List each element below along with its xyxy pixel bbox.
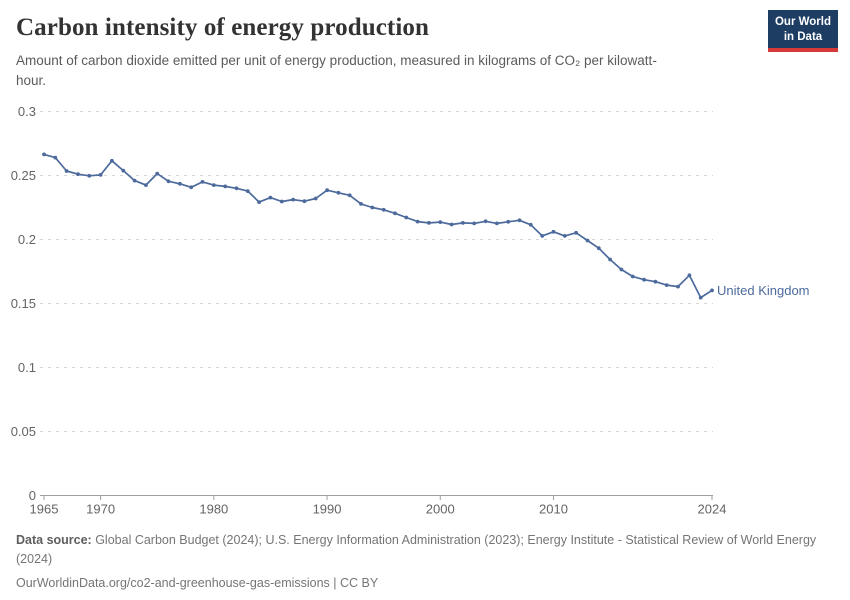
data-point-marker-2004 bbox=[483, 219, 488, 224]
data-point-marker-1992 bbox=[347, 193, 352, 198]
data-point-marker-1993 bbox=[359, 202, 363, 206]
y-axis-tick-label: 0.15 bbox=[11, 296, 36, 311]
data-point-marker-1989 bbox=[313, 196, 318, 201]
data-point-marker-1978 bbox=[189, 185, 194, 190]
data-point-marker-1994 bbox=[370, 205, 375, 210]
data-point-marker-2016 bbox=[619, 267, 624, 272]
data-point-marker-2019 bbox=[653, 279, 658, 284]
data-point-marker-1997 bbox=[404, 215, 409, 220]
data-point-marker-2017 bbox=[630, 274, 635, 279]
data-point-marker-1971 bbox=[110, 158, 114, 163]
data-point-marker-1984 bbox=[257, 200, 261, 205]
data-point-marker-1985 bbox=[268, 195, 273, 200]
y-axis-tick-label: 0.25 bbox=[11, 168, 36, 183]
data-point-marker-1983 bbox=[245, 189, 250, 194]
data-point-marker-2024 bbox=[710, 288, 714, 293]
chart-header: Carbon intensity of energy production Am… bbox=[16, 14, 756, 91]
data-point-marker-1990 bbox=[325, 188, 329, 193]
data-point-marker-1967 bbox=[64, 169, 69, 173]
data-point-marker-1981 bbox=[223, 184, 228, 189]
data-point-marker-1982 bbox=[234, 186, 239, 191]
y-axis-tick-label: 0.05 bbox=[11, 424, 36, 439]
data-point-marker-1977 bbox=[178, 181, 182, 186]
citation-link[interactable]: OurWorldinData.org/co2-and-greenhouse-ga… bbox=[16, 576, 379, 590]
y-axis-tick-label: 0.2 bbox=[18, 232, 36, 247]
data-source-text: Global Carbon Budget (2024); U.S. Energy… bbox=[16, 533, 817, 566]
data-point-marker-1972 bbox=[121, 168, 126, 173]
data-point-marker-1976 bbox=[166, 179, 171, 184]
data-point-marker-1980 bbox=[211, 183, 216, 188]
owid-logo-line2: in Data bbox=[783, 30, 823, 43]
x-axis-tick-label: 2000 bbox=[426, 502, 455, 517]
data-point-marker-1970 bbox=[98, 173, 103, 177]
series-label-united-kingdom[interactable]: United Kingdom bbox=[717, 283, 810, 298]
data-point-marker-1991 bbox=[336, 190, 341, 195]
y-axis-tick-label: 0 bbox=[29, 488, 36, 503]
data-point-marker-1987 bbox=[291, 197, 295, 202]
x-axis-tick-label: 2010 bbox=[539, 502, 568, 517]
data-point-marker-1995 bbox=[381, 207, 386, 212]
data-point-marker-2020 bbox=[664, 283, 669, 287]
data-point-marker-1966 bbox=[53, 155, 58, 160]
data-point-marker-2005 bbox=[495, 221, 499, 226]
data-point-marker-2009 bbox=[540, 234, 545, 238]
x-axis-tick-label: 1970 bbox=[86, 502, 115, 517]
data-point-marker-2011 bbox=[562, 234, 567, 238]
data-point-marker-1965 bbox=[42, 152, 46, 157]
data-point-marker-2007 bbox=[517, 218, 522, 223]
data-point-marker-2014 bbox=[596, 246, 601, 251]
x-axis-tick-label: 1990 bbox=[313, 502, 342, 517]
data-point-marker-1999 bbox=[427, 221, 431, 225]
data-point-marker-2013 bbox=[585, 238, 590, 243]
x-axis-tick-label: 2024 bbox=[698, 502, 727, 517]
x-axis-tick-label: 1980 bbox=[199, 502, 228, 517]
data-point-marker-1975 bbox=[155, 171, 160, 176]
y-axis-tick-label: 0.1 bbox=[18, 360, 36, 375]
data-point-marker-1968 bbox=[76, 172, 80, 177]
x-axis-tick-label: 1965 bbox=[30, 502, 59, 517]
owid-logo-line1: Our World bbox=[774, 16, 831, 28]
y-axis-tick-label: 0.3 bbox=[18, 104, 36, 119]
data-point-marker-1969 bbox=[87, 173, 92, 178]
data-point-marker-1986 bbox=[279, 199, 284, 204]
owid-logo[interactable]: Our World in Data bbox=[768, 10, 838, 52]
data-point-marker-1979 bbox=[200, 180, 205, 184]
data-point-marker-2012 bbox=[574, 230, 578, 235]
data-point-marker-1974 bbox=[144, 183, 148, 188]
data-point-marker-2021 bbox=[676, 284, 680, 289]
data-point-marker-2023 bbox=[698, 295, 703, 300]
data-source-line: Data source: Global Carbon Budget (2024)… bbox=[16, 531, 826, 569]
data-point-marker-2015 bbox=[608, 257, 612, 262]
data-point-marker-1998 bbox=[415, 219, 420, 224]
data-point-marker-2003 bbox=[472, 221, 477, 226]
data-point-marker-2022 bbox=[687, 273, 692, 278]
data-point-marker-1988 bbox=[302, 199, 307, 204]
data-line bbox=[43, 153, 713, 299]
data-point-marker-2006 bbox=[506, 219, 511, 224]
page-title: Carbon intensity of energy production bbox=[16, 14, 429, 41]
page-subtitle: Amount of carbon dioxide emitted per uni… bbox=[16, 53, 657, 88]
data-point-marker-2010 bbox=[551, 229, 556, 234]
data-source-label: Data source: bbox=[16, 533, 92, 547]
data-point-marker-2008 bbox=[528, 222, 533, 227]
data-point-marker-2001 bbox=[449, 222, 454, 227]
data-point-marker-2002 bbox=[461, 221, 465, 225]
data-point-marker-1973 bbox=[132, 178, 137, 183]
data-point-marker-2000 bbox=[438, 220, 443, 225]
data-point-marker-1996 bbox=[393, 211, 397, 216]
data-point-marker-2018 bbox=[642, 277, 646, 282]
chart-footer: Data source: Global Carbon Budget (2024)… bbox=[16, 531, 826, 593]
